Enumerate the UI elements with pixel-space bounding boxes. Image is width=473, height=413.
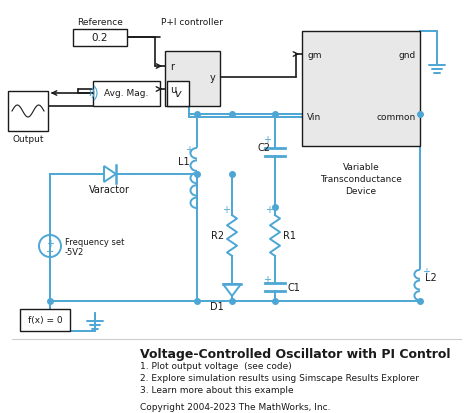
Text: Output: Output bbox=[12, 135, 44, 144]
Text: Copyright 2004-2023 The MathWorks, Inc.: Copyright 2004-2023 The MathWorks, Inc. bbox=[140, 402, 331, 411]
Text: P+I controller: P+I controller bbox=[161, 18, 223, 27]
Text: gm: gm bbox=[307, 50, 322, 59]
Text: Voltage-Controlled Oscillator with PI Control: Voltage-Controlled Oscillator with PI Co… bbox=[140, 347, 450, 360]
FancyBboxPatch shape bbox=[302, 32, 420, 147]
FancyBboxPatch shape bbox=[167, 82, 189, 107]
FancyBboxPatch shape bbox=[8, 92, 48, 132]
Text: C2: C2 bbox=[257, 142, 270, 153]
Text: L2: L2 bbox=[425, 272, 437, 282]
Text: R2: R2 bbox=[211, 230, 224, 240]
FancyBboxPatch shape bbox=[20, 309, 70, 331]
Text: R1: R1 bbox=[283, 230, 296, 240]
Text: 0.2: 0.2 bbox=[92, 33, 108, 43]
FancyBboxPatch shape bbox=[93, 82, 160, 107]
Text: 2. Explore simulation results using Simscape Results Explorer: 2. Explore simulation results using Sims… bbox=[140, 373, 419, 382]
Text: -5V2: -5V2 bbox=[65, 248, 84, 257]
Text: +: + bbox=[263, 274, 271, 284]
Text: r: r bbox=[170, 62, 174, 72]
Text: Device: Device bbox=[345, 187, 377, 196]
Text: v: v bbox=[175, 89, 181, 99]
Text: −: − bbox=[46, 247, 54, 256]
Polygon shape bbox=[104, 166, 116, 183]
Text: L1: L1 bbox=[178, 157, 190, 166]
Text: Transconductance: Transconductance bbox=[320, 175, 402, 184]
FancyBboxPatch shape bbox=[73, 30, 127, 47]
Text: 3. Learn more about this example: 3. Learn more about this example bbox=[140, 385, 294, 394]
Text: +: + bbox=[263, 135, 271, 145]
Text: +: + bbox=[222, 204, 230, 214]
Text: +: + bbox=[185, 145, 193, 154]
Text: Varactor: Varactor bbox=[88, 185, 130, 195]
Text: Reference: Reference bbox=[77, 18, 123, 27]
Text: common: common bbox=[377, 113, 416, 122]
Text: 1. Plot output voltage  (see code): 1. Plot output voltage (see code) bbox=[140, 361, 292, 370]
Text: C1: C1 bbox=[287, 282, 300, 292]
Text: +: + bbox=[422, 266, 430, 276]
FancyBboxPatch shape bbox=[165, 52, 220, 107]
Text: f(x) = 0: f(x) = 0 bbox=[28, 316, 62, 325]
Text: gnd: gnd bbox=[399, 50, 416, 59]
Text: y: y bbox=[209, 73, 215, 83]
Text: +: + bbox=[46, 238, 54, 248]
Text: Vin: Vin bbox=[307, 113, 321, 122]
Text: u: u bbox=[170, 85, 176, 95]
Text: Variable: Variable bbox=[342, 163, 379, 172]
Text: Avg. Mag.: Avg. Mag. bbox=[104, 89, 148, 98]
Text: Frequency set: Frequency set bbox=[65, 238, 124, 247]
Text: +: + bbox=[265, 204, 273, 214]
Text: D1: D1 bbox=[210, 301, 224, 311]
Polygon shape bbox=[223, 284, 241, 296]
